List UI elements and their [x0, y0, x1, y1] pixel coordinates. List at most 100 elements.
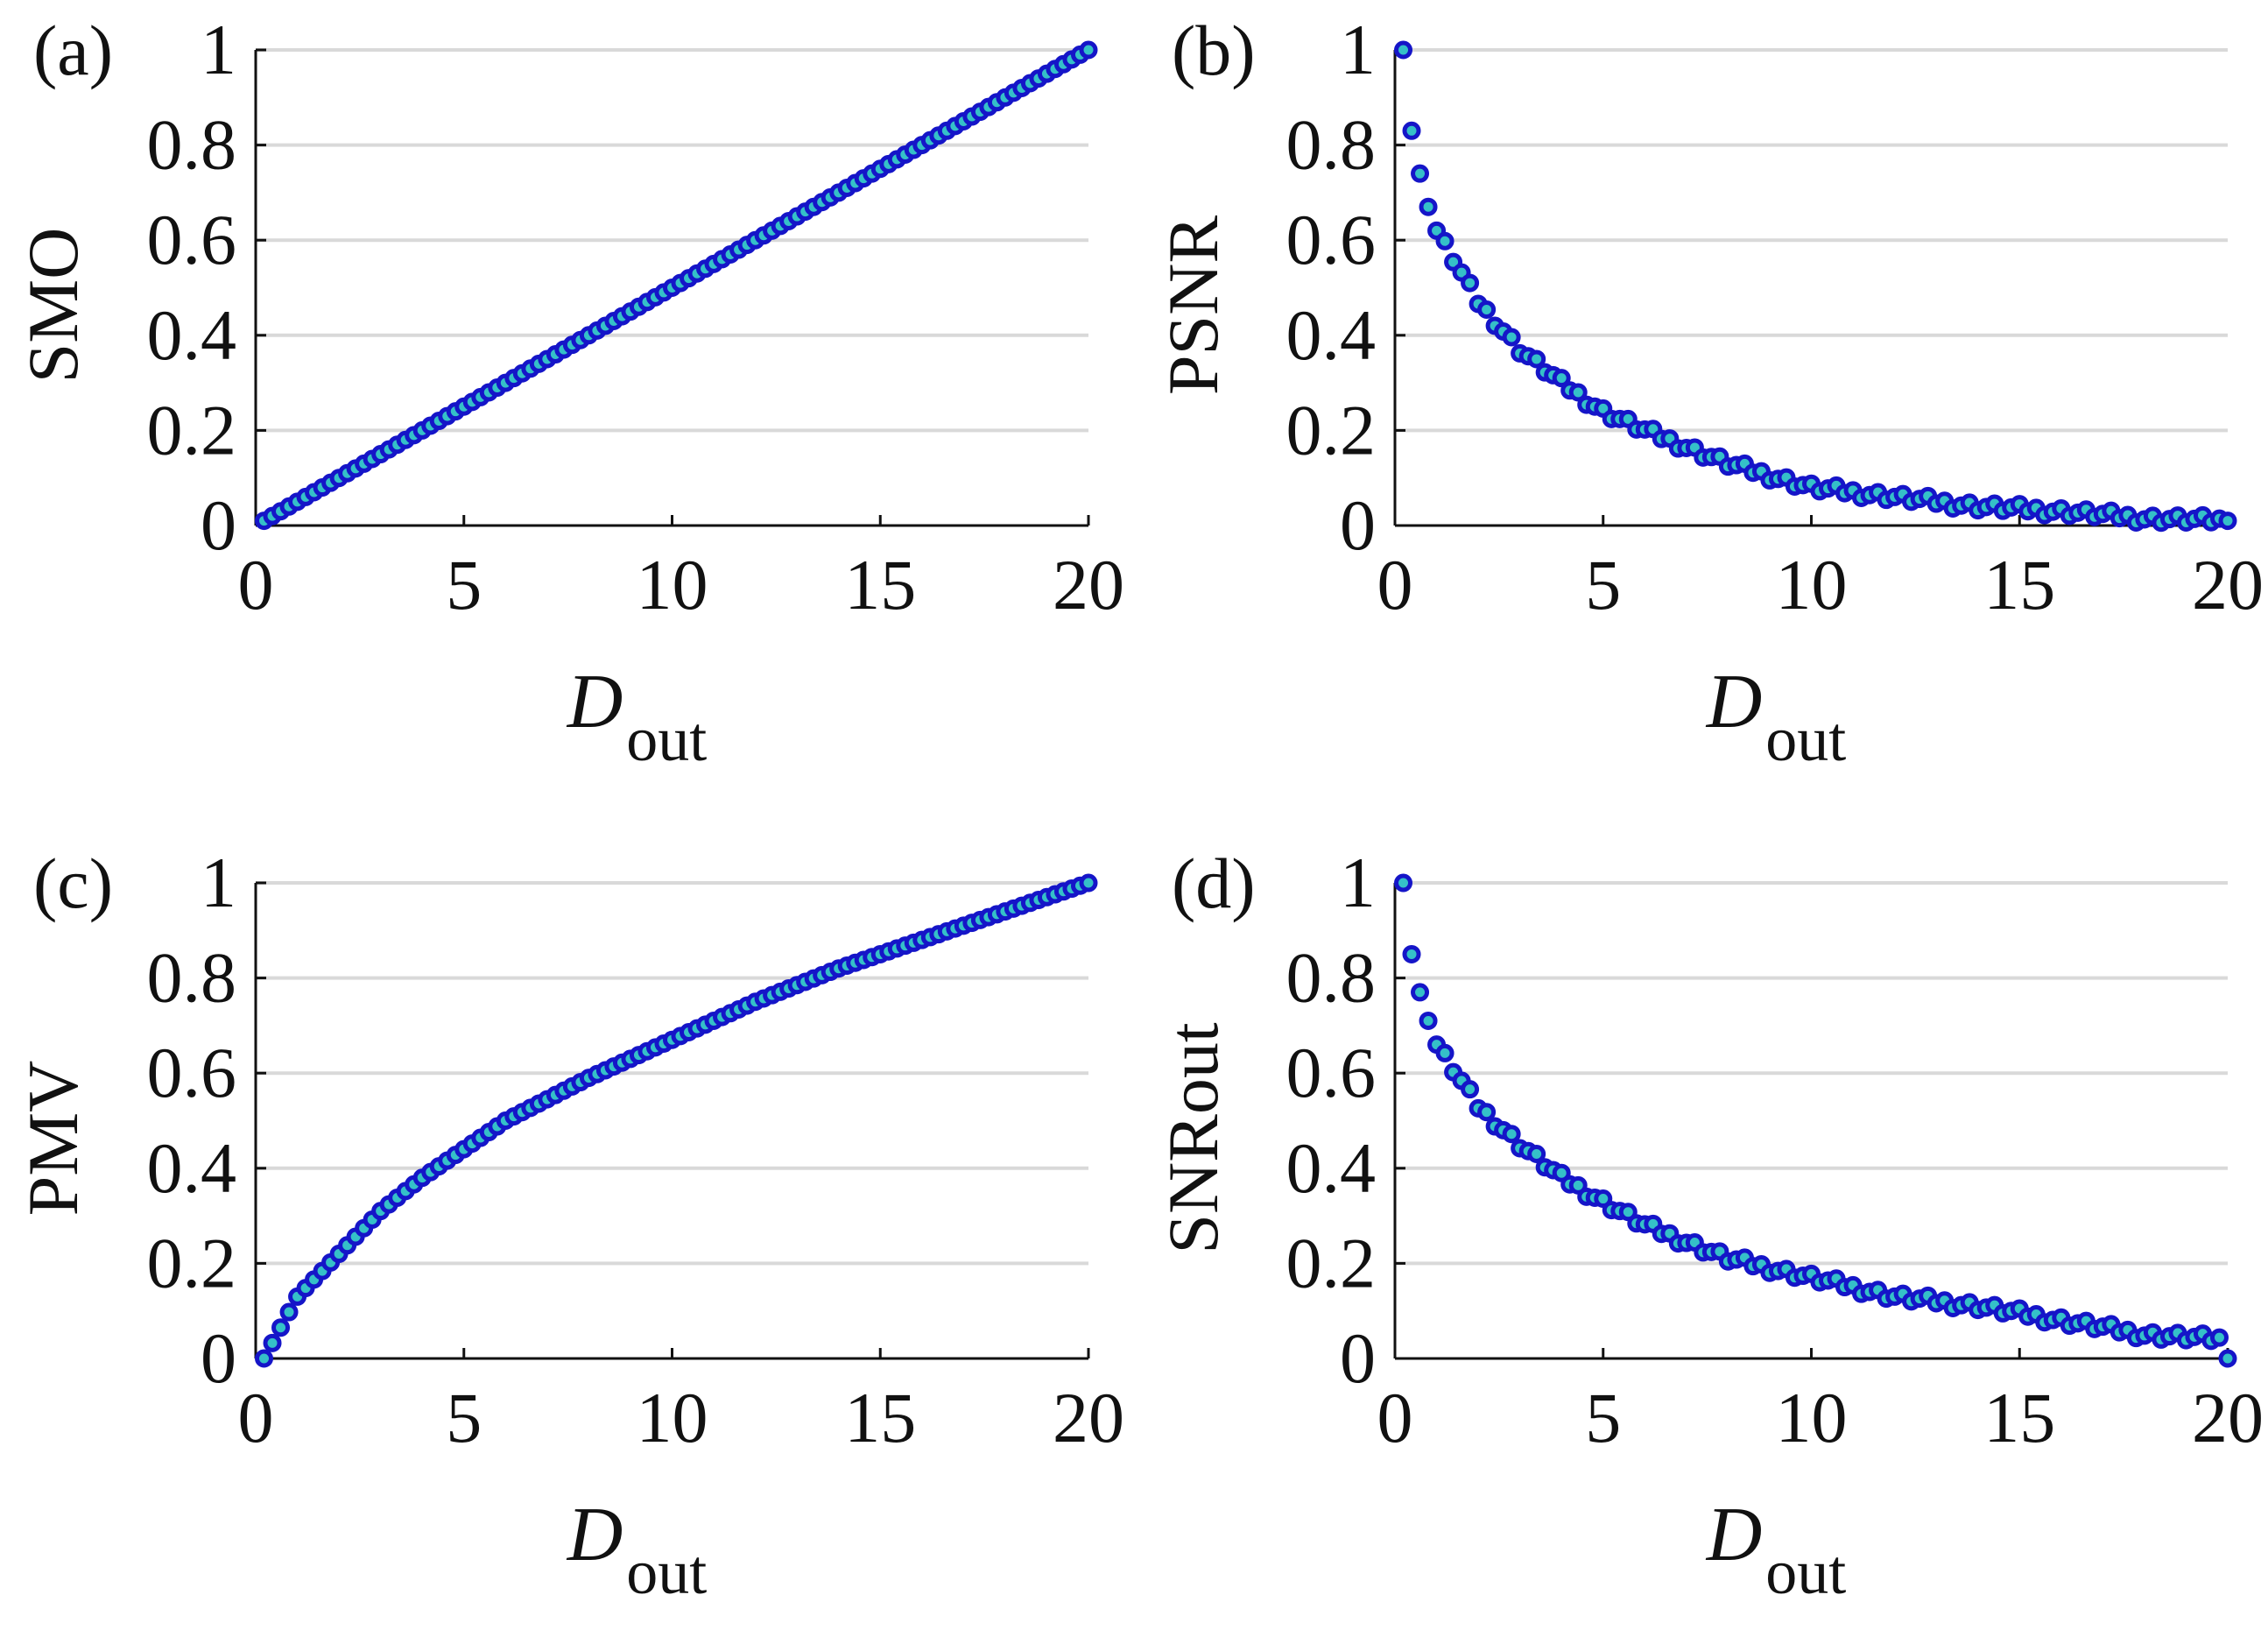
y-tick-label: 0.2: [147, 390, 237, 469]
y-tick-label: 1: [201, 10, 236, 89]
x-tick-label: 20: [1053, 545, 1124, 624]
x-tick-label: 10: [637, 545, 708, 624]
data-point: [255, 1349, 274, 1368]
data-point: [1461, 273, 1480, 293]
data-point: [1527, 349, 1546, 369]
data-point: [1594, 1189, 1613, 1209]
x-tick-label: 5: [446, 1378, 482, 1457]
data-point: [1618, 1203, 1638, 1222]
data-point: [2209, 1328, 2229, 1347]
data-point: [1419, 197, 1438, 216]
data-point: [1552, 369, 1571, 388]
panel-label: (c): [33, 843, 113, 923]
y-tick-label: 0.4: [1286, 295, 1377, 375]
x-tick-label: 20: [2192, 545, 2264, 624]
data-point: [1502, 1125, 1521, 1144]
x-tick-label: 5: [1585, 1378, 1621, 1457]
data-series: [255, 873, 1098, 1368]
y-tick-label: 1: [201, 843, 236, 922]
data-point: [271, 1318, 291, 1337]
x-tick-label: 10: [637, 1378, 708, 1457]
panel-label: (d): [1172, 843, 1256, 923]
x-tick-label: 0: [238, 1378, 274, 1457]
panel-label: (b): [1172, 11, 1256, 90]
x-tick-label: 10: [1776, 1378, 1848, 1457]
y-tick-label: 0.8: [147, 938, 237, 1018]
data-point: [1477, 300, 1497, 319]
data-series: [1394, 873, 2237, 1368]
data-point: [2218, 1349, 2237, 1368]
data-point: [1402, 944, 1421, 963]
y-tick-label: 0.8: [147, 105, 237, 185]
data-point: [1477, 1103, 1497, 1122]
y-axis-label: PSNR: [1153, 215, 1233, 395]
y-tick-label: 0.4: [1286, 1128, 1377, 1208]
y-tick-label: 0.4: [147, 295, 237, 375]
y-tick-label: 0.8: [1286, 105, 1377, 185]
y-tick-label: 0.6: [1286, 1033, 1377, 1112]
data-point: [263, 1333, 282, 1352]
x-axis-label-subscript: out: [1765, 1537, 1846, 1607]
data-series: [1394, 40, 2237, 533]
x-tick-label: 5: [446, 545, 482, 624]
x-axis-label-main: D: [1706, 660, 1763, 744]
data-series: [255, 40, 1098, 531]
y-tick-label: 0: [1340, 485, 1376, 565]
data-point: [279, 1302, 299, 1322]
x-tick-label: 20: [2192, 1378, 2264, 1457]
x-tick-label: 5: [1585, 545, 1621, 624]
y-axis-label: SNRout: [1153, 1022, 1233, 1254]
data-point: [1079, 873, 1098, 893]
data-point: [1502, 328, 1521, 347]
data-point: [1402, 121, 1421, 140]
data-point: [1527, 1145, 1546, 1164]
data-point: [1394, 40, 1413, 60]
data-point: [1435, 231, 1454, 250]
data-point: [1568, 383, 1588, 402]
x-axis-label-subscript: out: [626, 704, 707, 774]
data-point: [1411, 983, 1430, 1002]
x-axis-label-subscript: out: [1765, 704, 1846, 774]
y-tick-label: 0.2: [147, 1223, 237, 1302]
y-tick-label: 0.6: [1286, 200, 1377, 279]
x-axis-label: Dout: [1706, 660, 1847, 774]
data-point: [2218, 512, 2237, 531]
x-axis-label-main: D: [1706, 1492, 1763, 1577]
y-axis-label: PMV: [13, 1061, 93, 1217]
x-tick-label: 15: [1983, 545, 2055, 624]
y-tick-label: 0.6: [147, 1033, 237, 1112]
x-tick-label: 15: [1983, 1378, 2055, 1457]
data-point: [1079, 40, 1098, 60]
data-point: [1435, 1043, 1454, 1062]
y-tick-label: 0.4: [147, 1128, 237, 1208]
y-tick-label: 0.2: [1286, 390, 1377, 469]
x-tick-label: 15: [844, 545, 916, 624]
x-tick-label: 20: [1053, 1378, 1124, 1457]
data-point: [1394, 873, 1413, 893]
data-point: [1568, 1175, 1588, 1195]
x-axis-label: Dout: [567, 1492, 708, 1607]
x-axis-label: Dout: [1706, 1492, 1847, 1607]
x-tick-label: 15: [844, 1378, 916, 1457]
y-tick-label: 1: [1340, 843, 1376, 922]
data-point: [1461, 1080, 1480, 1099]
y-tick-label: 0: [201, 485, 236, 565]
x-axis-label-subscript: out: [626, 1537, 707, 1607]
x-tick-label: 10: [1776, 545, 1848, 624]
y-tick-label: 0: [1340, 1318, 1376, 1398]
data-point: [1552, 1163, 1571, 1182]
y-tick-label: 0.8: [1286, 938, 1377, 1018]
panel-label: (a): [33, 11, 113, 90]
x-axis-label: Dout: [567, 660, 708, 774]
x-tick-label: 0: [1377, 545, 1413, 624]
y-tick-label: 0.6: [147, 200, 237, 279]
y-tick-label: 1: [1340, 10, 1376, 89]
x-axis-label-main: D: [567, 1492, 623, 1577]
data-point: [1411, 164, 1430, 183]
y-axis-label: SMO: [13, 228, 93, 384]
